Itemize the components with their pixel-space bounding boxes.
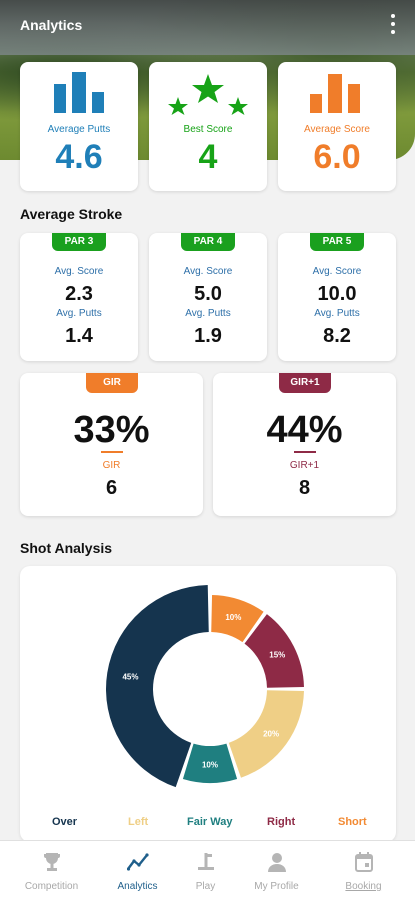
nav-booking[interactable]: Booking — [322, 841, 405, 900]
donut-slice-short — [211, 595, 264, 643]
nav-analytics[interactable]: Analytics — [96, 841, 179, 900]
shot-analysis-title: Shot Analysis — [20, 540, 113, 556]
gir-label: GIR — [102, 460, 121, 471]
donut-label-over: 45% — [122, 672, 138, 681]
avg-score-label: Avg. Score — [54, 266, 104, 277]
bar-chart-icon — [54, 72, 104, 113]
bottom-navigation: Competition Analytics Play My Profile — [0, 840, 415, 900]
legend-left: Left — [128, 816, 149, 828]
par-4-card: PAR 4 Avg. Score 5.0 Avg. Putts 1.9 — [149, 233, 267, 361]
avg-putts-value: 8.2 — [323, 325, 351, 347]
best-score-card: Best Score 4 — [149, 62, 267, 191]
avg-putts-label: Avg. Putts — [185, 308, 231, 319]
avg-putts-label: Avg. Putts — [56, 308, 102, 319]
gir-plus-1-badge: GIR+1 — [279, 373, 331, 393]
more-menu-icon[interactable] — [389, 14, 397, 34]
legend-right: Right — [267, 816, 296, 828]
shot-analysis-card: 10% 15% 20% 10% 45% Over Left Fair Way Right… — [20, 566, 396, 842]
page-title: Analytics — [20, 17, 83, 33]
avg-putts-value: 1.9 — [194, 325, 222, 347]
average-putts-value: 4.6 — [55, 138, 103, 176]
gir-card: GIR 33% GIR 6 — [20, 373, 203, 516]
gir-plus-1-card: GIR+1 44% GIR+1 8 — [213, 373, 396, 516]
donut-label-right: 15% — [269, 651, 285, 660]
average-score-value: 6.0 — [313, 138, 361, 176]
best-score-label: Best Score — [183, 124, 233, 135]
par-badge: PAR 3 — [52, 233, 106, 251]
par-badge: PAR 5 — [310, 233, 364, 251]
nav-label: Analytics — [117, 881, 158, 892]
gir-value: 6 — [105, 477, 118, 499]
chart-legend: Over Left Fair Way Right Short — [20, 816, 396, 832]
stars-icon — [168, 74, 248, 115]
gir-plus-1-value: 8 — [298, 477, 311, 499]
nav-label: Booking — [345, 881, 382, 892]
best-score-value: 4 — [198, 138, 218, 176]
gir-plus-1-percent: 44% — [266, 409, 343, 451]
average-putts-label: Average Putts — [47, 124, 111, 135]
person-icon — [268, 853, 286, 872]
donut-slice-over — [105, 585, 209, 788]
par-5-card: PAR 5 Avg. Score 10.0 Avg. Putts 8.2 — [278, 233, 396, 361]
golf-tee-icon — [198, 853, 214, 870]
calendar-icon — [355, 852, 373, 872]
shot-analysis-donut-chart: 10% 15% 20% 10% 45% — [105, 585, 304, 788]
legend-over: Over — [52, 816, 78, 828]
gir-divider — [101, 451, 123, 453]
donut-slice-left — [228, 690, 304, 778]
avg-score-value: 2.3 — [65, 283, 93, 305]
donut-label-left: 20% — [263, 729, 279, 738]
nav-competition[interactable]: Competition — [10, 841, 93, 900]
average-stroke-title: Average Stroke — [20, 206, 123, 222]
par-3-card: PAR 3 Avg. Score 2.3 Avg. Putts 1.4 — [20, 233, 138, 361]
analytics-icon — [127, 853, 149, 871]
donut-slice-fair-way — [182, 743, 238, 783]
donut-label-fair-way: 10% — [202, 761, 218, 770]
nav-my-profile[interactable]: My Profile — [235, 841, 318, 900]
nav-play[interactable]: Play — [164, 841, 247, 900]
nav-label: Play — [195, 881, 216, 892]
avg-putts-value: 1.4 — [65, 325, 93, 347]
gir-badge: GIR — [86, 373, 138, 393]
gir-percent: 33% — [73, 409, 150, 451]
avg-score-label: Avg. Score — [312, 266, 362, 277]
trophy-icon — [44, 853, 60, 871]
gir-plus-1-label: GIR+1 — [289, 460, 320, 471]
legend-fair-way: Fair Way — [187, 816, 233, 828]
average-score-card: Average Score 6.0 — [278, 62, 396, 191]
avg-score-value: 10.0 — [317, 283, 357, 305]
par-badge: PAR 4 — [181, 233, 235, 251]
donut-slice-right — [244, 614, 304, 688]
legend-short: Short — [338, 816, 367, 828]
gir-plus-1-divider — [294, 451, 316, 453]
avg-score-value: 5.0 — [194, 283, 222, 305]
average-putts-card: Average Putts 4.6 — [20, 62, 138, 191]
avg-score-label: Avg. Score — [183, 266, 233, 277]
hero-sky — [0, 0, 415, 55]
nav-label: Competition — [24, 881, 79, 892]
donut-label-short: 10% — [225, 613, 241, 622]
avg-putts-label: Avg. Putts — [314, 308, 360, 319]
bar-chart-icon — [310, 74, 360, 113]
nav-label: My Profile — [254, 881, 299, 892]
average-score-label: Average Score — [304, 124, 370, 135]
